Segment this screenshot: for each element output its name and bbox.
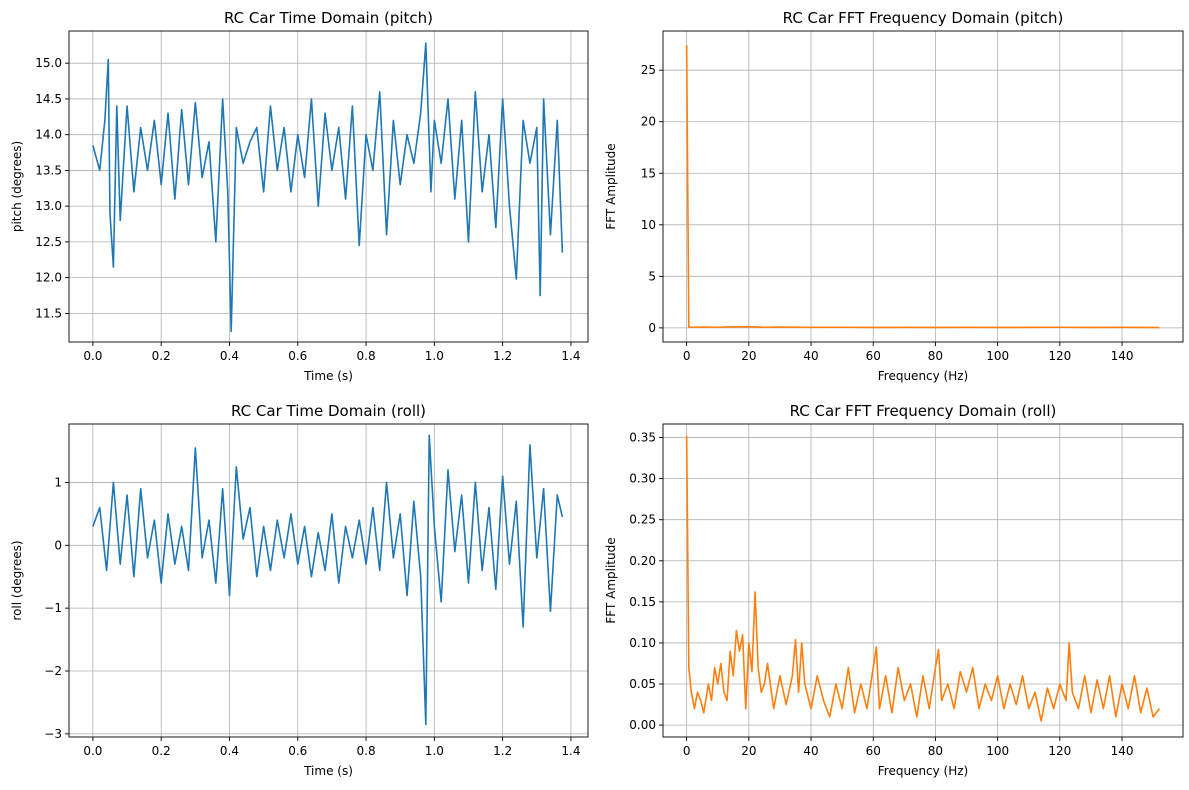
series-line-fft-roll bbox=[685, 435, 1160, 722]
panel-fft-pitch: 0 20 40 60 80 100 120 140 0 5 10 15 20 25 RC Car FFT F… bbox=[604, 9, 1184, 383]
chart-title: RC Car FFT Frequency Domain (roll) bbox=[790, 402, 1057, 420]
x-tick-label: 80 bbox=[928, 349, 943, 363]
y-tick-label: 1 bbox=[54, 475, 62, 489]
x-tick-label: 60 bbox=[866, 744, 881, 758]
x-tick-label: 0 bbox=[683, 349, 691, 363]
y-tick-label: 14.5 bbox=[35, 92, 62, 106]
y-tick-label: 20 bbox=[641, 115, 656, 129]
y-tick-label: 13.0 bbox=[35, 199, 62, 213]
chart-title: RC Car Time Domain (roll) bbox=[231, 402, 426, 420]
y-tick-label: 13.5 bbox=[35, 163, 62, 177]
y-tick-label: 11.5 bbox=[35, 306, 62, 320]
panel-time-roll: 0.0 0.2 0.4 0.6 0.8 1.0 1.2 1.4 −3 −2 −1 0 1 RC Car T… bbox=[10, 402, 589, 778]
x-tick-label: 20 bbox=[741, 349, 756, 363]
y-tick-label: 15.0 bbox=[35, 56, 62, 70]
x-tick-label: 60 bbox=[866, 349, 881, 363]
y-tick-label: 0.10 bbox=[629, 636, 656, 650]
x-tick-label: 0.8 bbox=[357, 744, 376, 758]
chart-title: RC Car FFT Frequency Domain (pitch) bbox=[783, 9, 1064, 27]
axes-frame bbox=[662, 423, 1184, 738]
x-tick-label: 1.2 bbox=[493, 349, 512, 363]
series-line-pitch bbox=[92, 42, 564, 333]
y-tick-label: 10 bbox=[641, 218, 656, 232]
x-tick-label: 0.0 bbox=[83, 349, 102, 363]
x-tick-label: 1.4 bbox=[561, 744, 580, 758]
x-tick-label: 120 bbox=[1048, 349, 1071, 363]
y-tick-label: 5 bbox=[648, 269, 656, 283]
x-tick-label: 0.6 bbox=[288, 744, 307, 758]
x-tick-label: 0 bbox=[683, 744, 691, 758]
x-tick-label: 100 bbox=[986, 744, 1009, 758]
y-tick-label: 12.0 bbox=[35, 271, 62, 285]
x-tick-label: 0.2 bbox=[152, 349, 171, 363]
y-tick-label: 0.20 bbox=[629, 554, 656, 568]
y-tick-label: 0.30 bbox=[629, 472, 656, 486]
y-tick-label: 0 bbox=[648, 321, 656, 335]
x-tick-label: 1.0 bbox=[425, 349, 444, 363]
y-tick-label: 0.15 bbox=[629, 595, 656, 609]
x-tick-label: 1.4 bbox=[561, 349, 580, 363]
axes-frame bbox=[662, 30, 1184, 343]
series-line-fft-pitch bbox=[685, 45, 1160, 329]
axes-frame bbox=[68, 30, 589, 343]
x-tick-label: 0.4 bbox=[220, 744, 239, 758]
x-tick-label: 0.0 bbox=[83, 744, 102, 758]
y-tick-label: 0.00 bbox=[629, 718, 656, 732]
x-tick-label: 120 bbox=[1048, 744, 1071, 758]
chart-title: RC Car Time Domain (pitch) bbox=[224, 9, 433, 27]
x-tick-label: 140 bbox=[1111, 744, 1134, 758]
x-tick-label: 1.2 bbox=[493, 744, 512, 758]
x-axis-label: Frequency (Hz) bbox=[878, 369, 969, 383]
y-tick-label: 14.0 bbox=[35, 128, 62, 142]
y-axis-label: FFT Amplitude bbox=[604, 143, 618, 229]
x-axis-label: Time (s) bbox=[303, 764, 353, 778]
y-tick-label: 0.35 bbox=[629, 431, 656, 445]
x-tick-label: 140 bbox=[1111, 349, 1134, 363]
y-tick-label: −3 bbox=[44, 727, 62, 741]
x-tick-label: 100 bbox=[986, 349, 1009, 363]
axes-frame bbox=[68, 423, 589, 738]
x-tick-label: 0.8 bbox=[357, 349, 376, 363]
x-tick-label: 0.6 bbox=[288, 349, 307, 363]
x-tick-label: 0.4 bbox=[220, 349, 239, 363]
x-tick-label: 20 bbox=[741, 744, 756, 758]
y-axis-label: FFT Amplitude bbox=[604, 537, 618, 623]
x-tick-label: 40 bbox=[803, 349, 818, 363]
y-tick-label: 15 bbox=[641, 166, 656, 180]
x-tick-label: 0.2 bbox=[152, 744, 171, 758]
y-axis-label: pitch (degrees) bbox=[10, 141, 24, 232]
y-tick-label: 25 bbox=[641, 63, 656, 77]
y-tick-label: 0.05 bbox=[629, 677, 656, 691]
panel-fft-roll: 0 20 40 60 80 100 120 140 0.00 0.05 0.10 0.15 0.20 0.… bbox=[604, 402, 1184, 778]
x-axis-label: Time (s) bbox=[303, 369, 353, 383]
x-tick-label: 40 bbox=[803, 744, 818, 758]
panel-time-pitch: 0.0 0.2 0.4 0.6 0.8 1.0 1.2 1.4 11.5 12.0 12.5 13.0… bbox=[10, 9, 589, 383]
y-axis-label: roll (degrees) bbox=[10, 540, 24, 620]
x-tick-label: 80 bbox=[928, 744, 943, 758]
x-tick-label: 1.0 bbox=[425, 744, 444, 758]
y-tick-label: 0.25 bbox=[629, 513, 656, 527]
x-axis-label: Frequency (Hz) bbox=[878, 764, 969, 778]
y-tick-label: −2 bbox=[44, 664, 62, 678]
y-tick-label: −1 bbox=[44, 601, 62, 615]
series-line-roll bbox=[92, 434, 564, 726]
y-tick-label: 12.5 bbox=[35, 235, 62, 249]
y-tick-label: 0 bbox=[54, 538, 62, 552]
